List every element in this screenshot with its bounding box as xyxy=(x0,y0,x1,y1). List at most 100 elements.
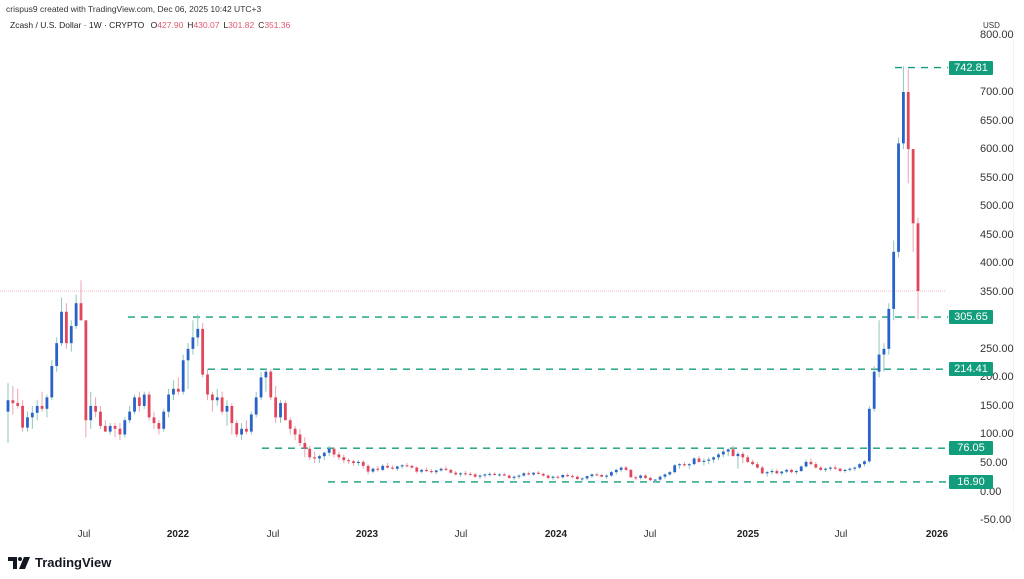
candle xyxy=(128,405,132,424)
candle xyxy=(790,468,793,474)
candle xyxy=(40,391,44,412)
price-tick: 100.00 xyxy=(980,428,1014,441)
candle xyxy=(347,458,351,465)
candle xyxy=(225,400,229,426)
candle xyxy=(712,456,716,464)
candle xyxy=(882,343,886,372)
candle xyxy=(376,465,380,472)
candle xyxy=(775,468,779,475)
candle xyxy=(308,445,312,461)
candle xyxy=(468,472,472,477)
candle xyxy=(454,471,458,476)
ohlc-value: 301.82 xyxy=(228,20,255,30)
candle xyxy=(887,303,891,355)
candle xyxy=(274,385,278,424)
candle xyxy=(89,391,93,429)
candle xyxy=(298,428,302,446)
candle xyxy=(240,423,243,441)
price-tick: 500.00 xyxy=(980,200,1014,213)
candle xyxy=(751,459,754,466)
candle xyxy=(464,471,467,476)
candle xyxy=(824,467,827,473)
candle xyxy=(726,448,730,457)
candle xyxy=(867,405,871,464)
candle xyxy=(201,323,205,378)
level-price-tag: 76.05 xyxy=(949,441,993,456)
candle xyxy=(249,411,253,435)
candle xyxy=(634,475,638,481)
candle xyxy=(332,447,336,458)
candle xyxy=(537,471,540,475)
candle xyxy=(400,464,404,469)
candle xyxy=(897,137,900,258)
candle xyxy=(692,457,696,466)
candle xyxy=(585,475,589,481)
candle xyxy=(395,465,399,472)
candle xyxy=(196,314,200,347)
candle xyxy=(259,371,263,401)
candle xyxy=(746,455,750,464)
candle xyxy=(176,377,180,395)
candle xyxy=(172,380,175,401)
candle xyxy=(843,468,847,473)
candle xyxy=(84,320,88,438)
candle xyxy=(902,66,905,150)
candle xyxy=(420,468,424,474)
price-tick: 350.00 xyxy=(980,285,1014,298)
candle xyxy=(45,394,49,418)
candle xyxy=(687,463,691,469)
candle xyxy=(590,473,594,478)
candle xyxy=(103,420,107,432)
candle xyxy=(361,460,365,469)
ohlc-values: O427.90 H430.07 L301.82 C351.36 xyxy=(147,20,291,30)
level-price-tag: 742.81 xyxy=(949,60,993,75)
candle xyxy=(765,471,769,477)
ohlc-value: 351.36 xyxy=(264,20,291,30)
candle xyxy=(566,473,570,478)
candle xyxy=(337,451,341,461)
candle xyxy=(668,471,672,476)
candle xyxy=(717,452,720,461)
candle xyxy=(863,460,866,467)
price-tick: 800.00 xyxy=(980,28,1014,41)
ohlc-value: 427.90 xyxy=(157,20,184,30)
candle xyxy=(94,397,97,418)
candle xyxy=(600,473,604,478)
candle xyxy=(760,465,764,475)
candle xyxy=(283,400,287,421)
candle xyxy=(493,472,497,476)
ohlc-key: O xyxy=(150,20,158,30)
candle xyxy=(64,303,68,349)
candle xyxy=(911,149,915,252)
candle xyxy=(780,471,784,476)
price-axis-border xyxy=(1013,40,1014,530)
candle xyxy=(848,467,852,472)
candle xyxy=(658,475,662,481)
candle xyxy=(264,368,268,392)
candle xyxy=(829,466,832,472)
candle xyxy=(624,465,628,472)
candle xyxy=(381,464,385,472)
price-tick: 550.00 xyxy=(980,171,1014,184)
candle xyxy=(269,368,273,401)
candle xyxy=(478,474,482,480)
tradingview-logo[interactable]: TradingView xyxy=(8,555,111,570)
candle xyxy=(517,474,521,480)
candle xyxy=(99,405,102,429)
ohlc-key: C xyxy=(258,20,265,30)
candle xyxy=(483,473,487,478)
candle xyxy=(230,403,234,435)
candle xyxy=(215,388,219,406)
candle xyxy=(425,467,428,473)
price-tick: 250.00 xyxy=(980,342,1014,355)
candle xyxy=(69,320,73,352)
candle xyxy=(26,411,29,432)
candle xyxy=(575,475,579,481)
candle xyxy=(522,472,526,477)
candle xyxy=(186,343,190,389)
candle xyxy=(322,451,326,461)
candle xyxy=(35,400,39,421)
candle xyxy=(648,476,652,482)
candle xyxy=(108,423,112,435)
